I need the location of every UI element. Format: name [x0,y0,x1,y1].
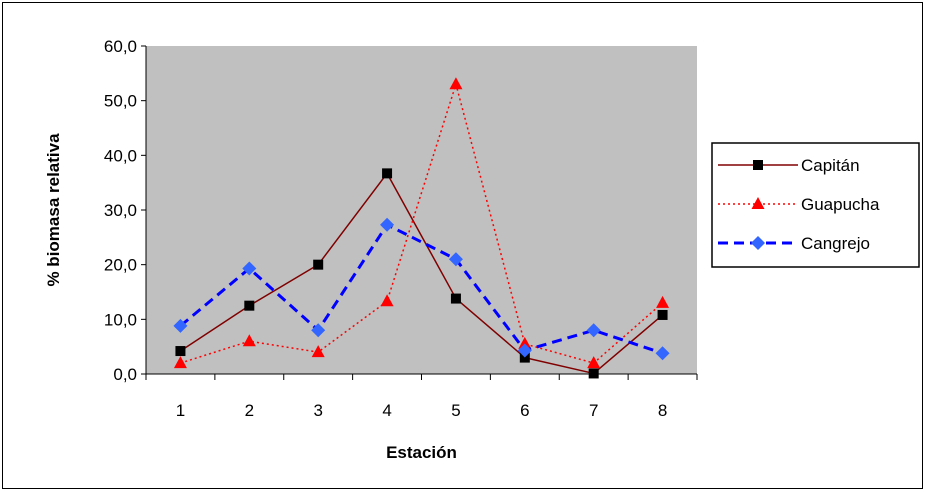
data-point [519,352,530,363]
series-line [179,223,664,355]
y-tick-label: 60,0 [104,37,137,56]
y-tick-label: 50,0 [104,92,137,111]
data-point [173,356,187,369]
y-tick-label: 0,0 [113,365,137,384]
tick-labels: 0,0 10,0 20,0 30,0 40,0 50,0 60,0 1 2 3 4 5 6 7 8 [104,37,667,420]
series-cangrejo [173,217,670,361]
data-point [244,300,255,311]
x-tick-label: 6 [520,401,529,420]
data-point [655,346,670,361]
data-point [449,77,463,90]
data-point [518,336,532,349]
x-tick-label: 7 [589,401,598,420]
legend-label: Cangrejo [801,234,870,253]
data-point [311,345,325,358]
legend-entry: Guapucha [718,195,880,214]
data-point [450,293,461,304]
data-point [382,168,393,179]
y-tick-label: 30,0 [104,201,137,220]
legend-entry: Cangrejo [718,234,870,253]
data-point [380,294,394,307]
x-tick-label: 4 [382,401,391,420]
data-point [242,261,257,276]
legend-box [711,142,920,268]
legend-marker [751,197,765,209]
data-point [311,323,326,338]
axes [141,45,698,380]
x-tick-label: 1 [176,401,185,420]
data-point [656,295,670,308]
x-tick-label: 3 [313,401,322,420]
legend: Capitán Guapucha Cangrejo [711,142,920,268]
data-point [242,334,256,347]
series-line [180,172,664,375]
x-axis-title: Estación [386,443,457,462]
y-tick-label: 10,0 [104,310,137,329]
data-point [517,343,532,358]
y-axis-title: % biomasa relativa [44,133,63,287]
y-tick-label: 20,0 [104,256,137,275]
data-point [657,309,668,320]
x-tick-label: 2 [245,401,254,420]
data-point [380,217,395,232]
series-capitán [175,168,668,379]
legend-marker [751,236,765,250]
x-tick-label: 5 [451,401,460,420]
data-point [586,323,601,338]
legend-marker [753,160,763,170]
legend-label: Capitán [801,156,860,175]
x-tick-label: 8 [658,401,667,420]
data-point [173,318,188,333]
legend-entry: Capitán [718,156,860,175]
data-point [587,356,601,369]
data-point [448,252,463,267]
legend-label: Guapucha [801,195,880,214]
data-point [313,259,324,270]
series-layer [173,77,670,379]
series-guapucha [173,77,670,369]
series-line [180,83,664,364]
data-point [175,346,186,357]
y-tick-label: 40,0 [104,146,137,165]
plot-area [146,46,697,374]
data-point [588,368,599,379]
